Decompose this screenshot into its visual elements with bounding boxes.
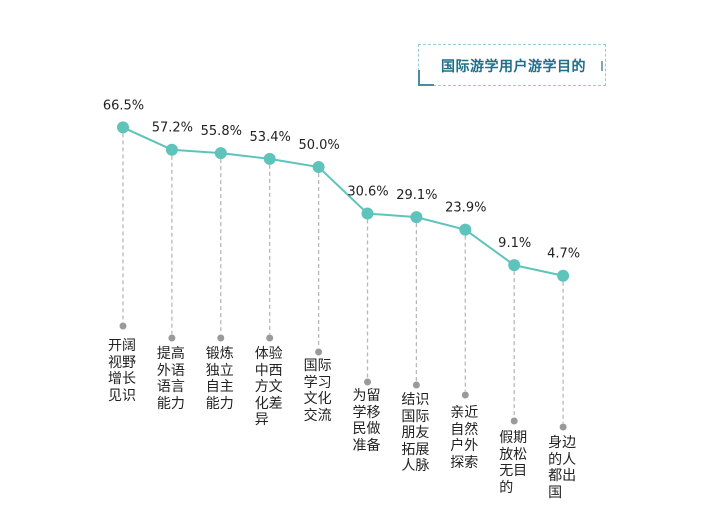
drop-end-dot: [217, 334, 225, 342]
data-point: [557, 269, 570, 282]
data-point: [361, 207, 374, 220]
drop-end-dot: [364, 378, 371, 386]
drop-end-dot: [461, 391, 469, 399]
drop-end-dot: [510, 417, 518, 425]
data-label: 23.9%: [445, 201, 486, 216]
data-label: 53.4%: [250, 130, 291, 145]
data-point: [312, 161, 325, 173]
chart-title: 国际游学用户游学目的: [441, 59, 586, 75]
data-point: [165, 143, 178, 156]
data-label: 29.1%: [396, 188, 437, 203]
title-corner-accent: [418, 70, 434, 86]
data-point: [459, 223, 472, 236]
chart-title-box: 国际游学用户游学目的: [418, 44, 606, 86]
drop-end-dot: [412, 381, 420, 389]
data-label: 4.7%: [547, 247, 580, 262]
data-label: 66.5%: [103, 98, 144, 113]
category-label: 亲近自然户外探索: [450, 405, 479, 471]
data-point: [117, 121, 129, 134]
category-label: 结识国际朋友拓展人脉: [401, 392, 430, 474]
data-label: 9.1%: [498, 236, 531, 251]
data-point: [214, 147, 227, 160]
drop-end-dot: [315, 348, 323, 356]
drop-end-dot: [119, 322, 127, 330]
data-point: [508, 259, 521, 272]
data-label: 57.2%: [152, 121, 193, 136]
category-label: 开阔视野增长见识: [108, 338, 136, 404]
data-label: 55.8%: [201, 124, 242, 139]
category-label: 锻炼独立自主能力: [205, 346, 234, 412]
category-label: 体验中西方文化差异: [254, 346, 283, 428]
data-point: [263, 152, 276, 165]
data-point: [410, 211, 423, 224]
series-line: [122, 126, 564, 277]
drop-end-dot: [559, 423, 567, 431]
title-separator: [601, 61, 603, 71]
data-label: 50.0%: [298, 138, 339, 153]
data-label: 30.6%: [347, 185, 388, 200]
drop-end-dot: [266, 334, 274, 342]
category-label: 身边的人都出国: [548, 435, 577, 501]
category-label: 提高外语语言能力: [156, 346, 185, 412]
category-label: 为留学移民做准备: [352, 388, 381, 454]
drop-end-dot: [168, 334, 176, 342]
category-label: 国际学习文化交流: [303, 358, 332, 424]
category-label: 假期放松无目的: [499, 430, 528, 496]
